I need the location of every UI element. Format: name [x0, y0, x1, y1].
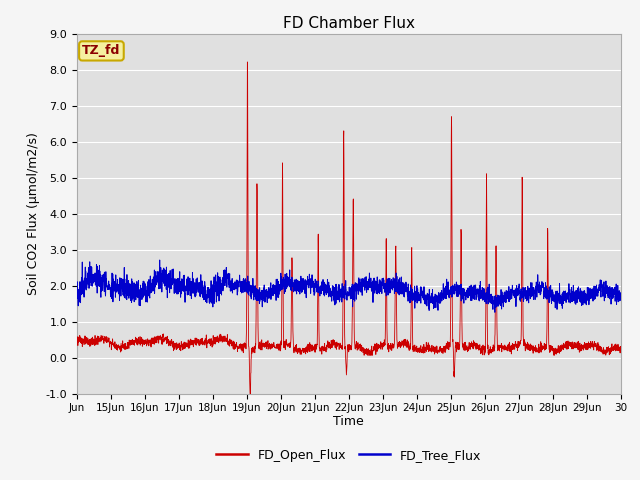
X-axis label: Time: Time — [333, 415, 364, 428]
Title: FD Chamber Flux: FD Chamber Flux — [283, 16, 415, 31]
Y-axis label: Soil CO2 Flux (μmol/m2/s): Soil CO2 Flux (μmol/m2/s) — [27, 132, 40, 295]
Legend: FD_Open_Flux, FD_Tree_Flux: FD_Open_Flux, FD_Tree_Flux — [211, 444, 486, 467]
Text: TZ_fd: TZ_fd — [82, 44, 120, 58]
